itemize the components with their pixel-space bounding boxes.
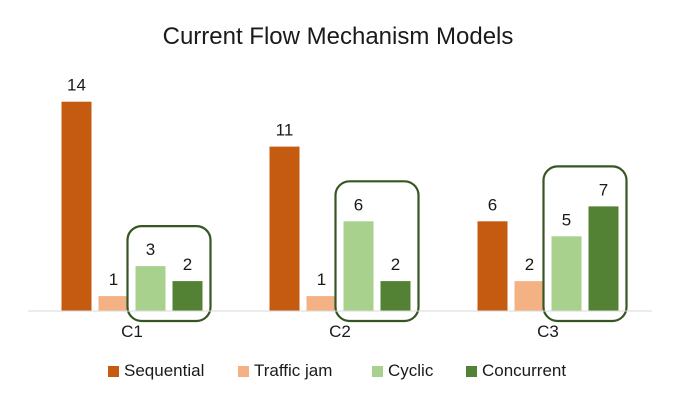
data-label-c1-sequential: 14 [67,76,86,95]
category-label-c1: C1 [121,322,143,341]
category-label-c2: C2 [329,322,351,341]
bar-c1-traffic-jam [98,296,129,311]
bar-c3-cyclic [551,236,582,312]
legend-swatch-concurrent [466,366,477,377]
bar-c3-traffic-jam [514,281,545,311]
bar-c1-sequential [61,101,92,311]
highlight-box-c2 [334,180,420,323]
legend-label-sequential: Sequential [124,361,204,380]
data-label-c3-sequential: 6 [488,195,497,214]
legend-label-concurrent: Concurrent [482,361,566,380]
bar-c2-cyclic [343,221,374,311]
bar-c1-concurrent [172,281,203,311]
legend-swatch-sequential [108,366,119,377]
bar-c3-sequential [477,221,508,311]
bar-c2-sequential [269,146,300,311]
bar-c2-traffic-jam [306,296,337,311]
legend-label-traffic-jam: Traffic jam [254,361,332,380]
highlight-box-c3 [542,165,628,323]
data-label-c2-cyclic: 6 [354,195,363,214]
data-label-c3-traffic-jam: 2 [525,255,534,274]
chart-title: Current Flow Mechanism Models [163,23,514,50]
data-label-c1-cyclic: 3 [146,240,155,259]
legend-swatch-cyclic [372,366,383,377]
legend-swatch-traffic-jam [238,366,249,377]
category-label-c3: C3 [537,322,559,341]
data-label-c2-traffic-jam: 1 [317,270,326,289]
data-label-c1-traffic-jam: 1 [109,270,118,289]
data-label-c2-concurrent: 2 [391,255,400,274]
data-label-c3-concurrent: 7 [599,180,608,199]
bar-c3-concurrent [588,206,619,311]
data-label-c3-cyclic: 5 [562,210,571,229]
highlight-box-c1 [126,225,212,323]
data-label-c1-concurrent: 2 [183,255,192,274]
legend-label-cyclic: Cyclic [388,361,434,380]
legend: Sequential Traffic jam Cyclic Concurrent [108,361,566,380]
bar-c2-concurrent [380,281,411,311]
data-label-c2-sequential: 11 [276,121,294,140]
bar-c1-cyclic [135,266,166,311]
